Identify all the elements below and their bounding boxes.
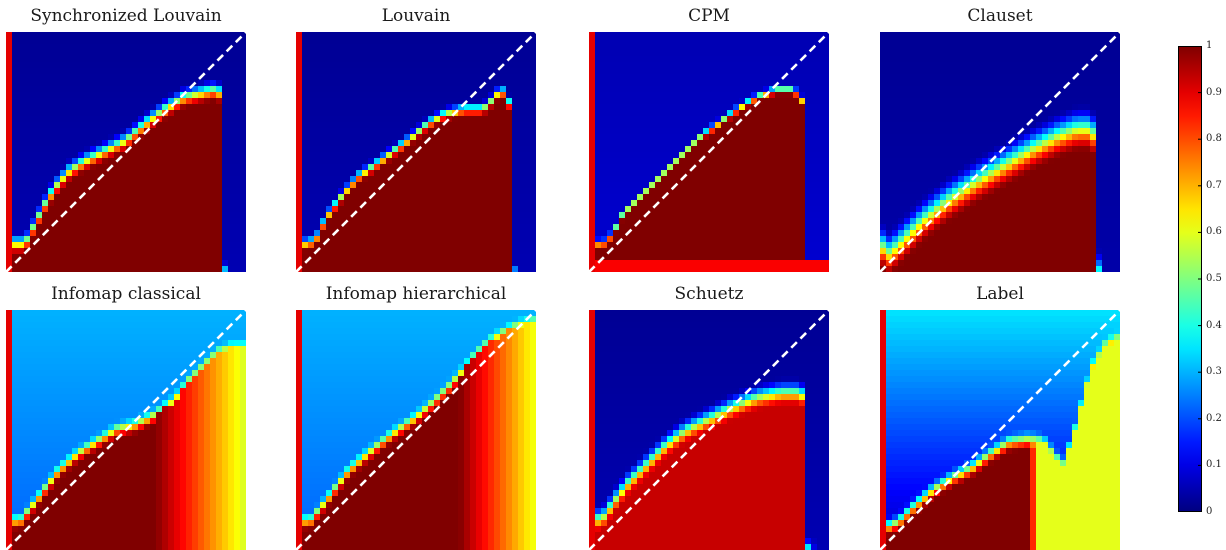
colorbar-tick-label: 0.9 — [1206, 87, 1222, 99]
colorbar-tick-label: 0.5 — [1206, 273, 1222, 285]
panel-title: Infomap classical — [6, 284, 246, 304]
colorbar-tick-label: 0.7 — [1206, 180, 1222, 192]
panel-title: Clauset — [880, 6, 1120, 26]
heatmap-panel — [296, 32, 536, 272]
heatmap-panel — [6, 32, 246, 272]
panel-title: CPM — [589, 6, 829, 26]
colorbar — [1178, 46, 1202, 512]
colorbar-tick-label: 0.3 — [1206, 366, 1222, 378]
heatmap-panel — [880, 310, 1120, 550]
heatmap-panel — [589, 32, 829, 272]
panel-title: Louvain — [296, 6, 536, 26]
colorbar-tick-label: 0.6 — [1206, 226, 1222, 238]
heatmap-panel — [296, 310, 536, 550]
colorbar-tick-label: 0.4 — [1206, 320, 1222, 332]
panel-title: Infomap hierarchical — [296, 284, 536, 304]
panel-title: Label — [880, 284, 1120, 304]
heatmap-panel — [6, 310, 246, 550]
colorbar-tick-label: 0.8 — [1206, 133, 1222, 145]
colorbar-tick-label: 0.2 — [1206, 413, 1222, 425]
heatmap-panel — [589, 310, 829, 550]
panel-title: Synchronized Louvain — [6, 6, 246, 26]
colorbar-tick-label: 0 — [1206, 506, 1212, 518]
heatmap-panel — [880, 32, 1120, 272]
colorbar-tick-label: 0.1 — [1206, 459, 1222, 471]
panel-title: Schuetz — [589, 284, 829, 304]
colorbar-tick-label: 1 — [1206, 40, 1212, 52]
